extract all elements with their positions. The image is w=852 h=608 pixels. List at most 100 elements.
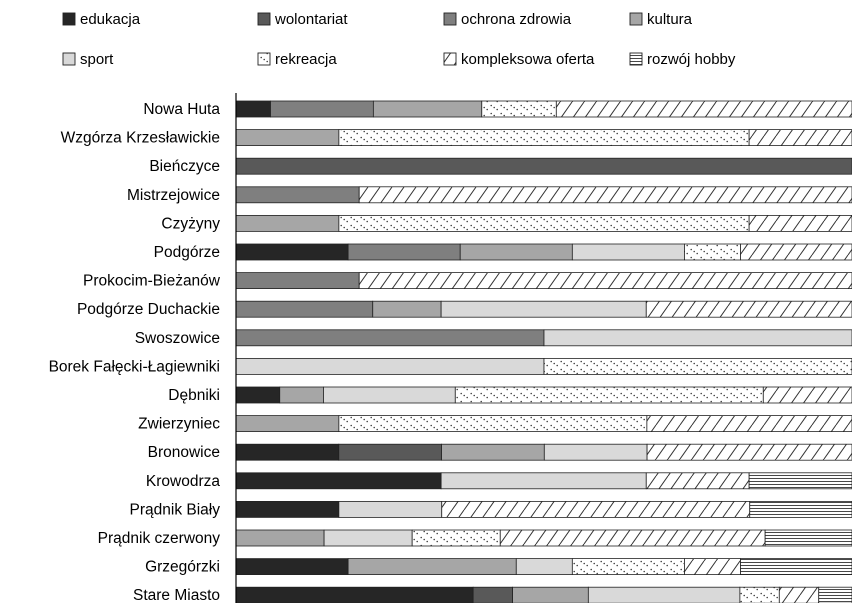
- bar-segment-rekreacja: [339, 130, 749, 146]
- legend-swatch: [63, 13, 75, 25]
- legend-swatch: [630, 13, 642, 25]
- legend-label: sport: [80, 51, 114, 68]
- bar-segment-wolontariat: [473, 587, 512, 603]
- bar-segment-edukacja: [236, 444, 339, 460]
- bar-segment-ochrona-zdrowia: [271, 101, 374, 117]
- bar-segment-sport: [323, 387, 455, 403]
- category-label: Prądnik czerwony: [98, 530, 221, 547]
- bar-row-grzegorzki: Grzegórzki: [145, 559, 852, 576]
- legend-item-rozwoj-hobby: rozwój hobby: [630, 51, 736, 68]
- legend: edukacja wolontariat ochrona zdrowia kultur…: [63, 11, 736, 68]
- bar-row-borek-falecki-lagiewniki: Borek Fałęcki-Łagiewniki: [49, 358, 852, 375]
- bar-segment-sport: [441, 473, 646, 489]
- bar-segment-edukacja: [236, 387, 280, 403]
- bar-segment-sport: [441, 301, 646, 317]
- legend-swatch: [63, 53, 75, 65]
- bar-segment-rekreacja: [572, 559, 684, 575]
- bar-segment-rekreacja: [412, 530, 500, 546]
- legend-label: rekreacja: [275, 51, 337, 68]
- bar-segment-rozwoj-hobby: [741, 559, 852, 575]
- legend-label: wolontariat: [274, 11, 348, 28]
- category-label: Dębniki: [168, 387, 220, 404]
- bar-segment-sport: [544, 330, 852, 346]
- bar-segment-kompleksowa-oferta: [749, 215, 852, 231]
- bar-row-nowa-huta: Nowa Huta: [143, 101, 852, 118]
- legend-swatch: [630, 53, 642, 65]
- bar-row-debniki: Dębniki: [168, 387, 852, 404]
- bar-segment-kompleksowa-oferta: [741, 244, 852, 260]
- bar-segment-rozwoj-hobby: [749, 473, 852, 489]
- legend-swatch: [258, 13, 270, 25]
- bar-segment-kultura: [348, 559, 516, 575]
- bar-row-czyzyny: Czyżyny: [161, 215, 852, 232]
- legend-item-kompleksowa-oferta: kompleksowa oferta: [444, 51, 595, 68]
- category-label: Wzgórza Krzesławickie: [61, 130, 220, 147]
- bar-row-prokocim-biezanow: Prokocim-Bieżanów: [83, 273, 852, 290]
- legend-label: kompleksowa oferta: [461, 51, 595, 68]
- bar-segment-kompleksowa-oferta: [359, 187, 852, 203]
- bar-row-podgorze: Podgórze: [154, 244, 852, 261]
- category-label: Nowa Huta: [143, 101, 220, 118]
- bar-segment-kultura: [373, 301, 441, 317]
- bar-segment-sport: [339, 501, 442, 517]
- bar-segment-sport: [236, 358, 544, 374]
- bar-segment-rekreacja: [684, 244, 740, 260]
- bar-segment-edukacja: [236, 244, 348, 260]
- bar-segment-rozwoj-hobby: [750, 501, 852, 517]
- bar-segment-kompleksowa-oferta: [684, 559, 740, 575]
- bar-segment-kompleksowa-oferta: [442, 501, 750, 517]
- bar-segment-sport: [588, 587, 740, 603]
- category-label: Czyżyny: [161, 215, 220, 232]
- bar-segment-ochrona-zdrowia: [236, 187, 359, 203]
- bar-segment-kultura: [280, 387, 324, 403]
- bar-segment-kompleksowa-oferta: [359, 273, 852, 289]
- bar-segment-sport: [572, 244, 684, 260]
- bar-segment-kompleksowa-oferta: [647, 444, 852, 460]
- bar-segment-sport: [324, 530, 412, 546]
- plot-area: Nowa Huta Wzgórza Krzesławickie Bieńczyce M…: [49, 93, 852, 603]
- bar-row-pradnik-bialy: Prądnik Biały: [130, 501, 852, 518]
- category-label: Stare Miasto: [133, 587, 220, 603]
- bar-segment-kultura: [236, 130, 339, 146]
- legend-item-ochrona-zdrowia: ochrona zdrowia: [444, 11, 572, 28]
- bar-segment-ochrona-zdrowia: [236, 330, 544, 346]
- category-label: Podgórze: [154, 244, 220, 261]
- bar-segment-rekreacja: [455, 387, 763, 403]
- bar-segment-sport: [544, 444, 647, 460]
- bar-row-stare-miasto: Stare Miasto: [133, 587, 852, 603]
- bar-segment-edukacja: [236, 587, 473, 603]
- bar-segment-kompleksowa-oferta: [646, 473, 749, 489]
- bar-row-pradnik-czerwony: Prądnik czerwony: [98, 530, 852, 547]
- bar-row-wzgorza-krzeslawickie: Wzgórza Krzesławickie: [61, 130, 852, 147]
- bar-segment-rekreacja: [740, 587, 779, 603]
- bar-segment-kultura: [442, 444, 545, 460]
- bar-segment-kompleksowa-oferta: [647, 416, 852, 432]
- legend-label: ochrona zdrowia: [461, 11, 572, 28]
- bar-segment-ochrona-zdrowia: [348, 244, 460, 260]
- bar-row-zwierzyniec: Zwierzyniec: [138, 416, 852, 433]
- legend-swatch: [444, 53, 456, 65]
- bar-segment-rozwoj-hobby: [819, 587, 852, 603]
- legend-item-wolontariat: wolontariat: [258, 11, 348, 28]
- bar-segment-kultura: [460, 244, 572, 260]
- category-label: Bieńczyce: [149, 158, 220, 175]
- bar-segment-kultura: [513, 587, 589, 603]
- bar-segment-rekreacja: [339, 416, 647, 432]
- category-label: Mistrzejowice: [127, 187, 220, 204]
- category-label: Bronowice: [148, 444, 220, 461]
- bar-segment-wolontariat: [339, 444, 442, 460]
- bar-segment-rekreacja: [482, 101, 557, 117]
- legend-label: rozwój hobby: [647, 51, 736, 68]
- bar-segment-rekreacja: [544, 358, 852, 374]
- bar-row-podgorze-duchackie: Podgórze Duchackie: [77, 301, 852, 318]
- legend-item-edukacja: edukacja: [63, 11, 141, 28]
- bar-row-krowodrza: Krowodrza: [146, 473, 852, 490]
- bar-row-bienczyce: Bieńczyce: [149, 158, 852, 175]
- category-label: Zwierzyniec: [138, 416, 220, 433]
- bar-segment-kompleksowa-oferta: [749, 130, 852, 146]
- bar-segment-kultura: [236, 215, 339, 231]
- legend-label: kultura: [647, 11, 693, 28]
- category-label: Prokocim-Bieżanów: [83, 273, 221, 290]
- bar-segment-sport: [516, 559, 572, 575]
